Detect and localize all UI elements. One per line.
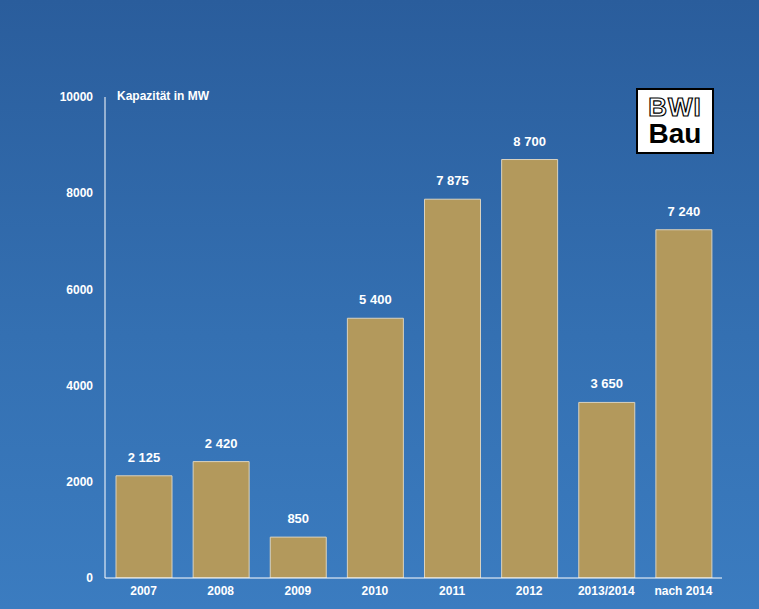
svg-text:2007: 2007 bbox=[130, 584, 157, 598]
svg-text:2012: 2012 bbox=[516, 584, 543, 598]
svg-text:nach 2014: nach 2014 bbox=[654, 584, 712, 598]
svg-text:7 240: 7 240 bbox=[668, 204, 701, 219]
svg-text:850: 850 bbox=[287, 511, 309, 526]
html-text:Bau: Bau bbox=[648, 118, 702, 149]
html-text:BWI: BWI bbox=[648, 92, 702, 122]
svg-text:10000: 10000 bbox=[60, 90, 94, 104]
svg-text:7 875: 7 875 bbox=[436, 173, 469, 188]
svg-text:2013/2014: 2013/2014 bbox=[578, 584, 635, 598]
svg-text:2 125: 2 125 bbox=[128, 450, 161, 465]
svg-text:5 400: 5 400 bbox=[359, 292, 392, 307]
svg-text:3 650: 3 650 bbox=[590, 376, 623, 391]
svg-text:6000: 6000 bbox=[66, 283, 93, 297]
html-text:Kapazität in MW: Kapazität in MW bbox=[117, 89, 209, 103]
svg-text:2 420: 2 420 bbox=[205, 436, 238, 451]
svg-text:8 700: 8 700 bbox=[513, 134, 546, 149]
svg-text:2010: 2010 bbox=[362, 584, 389, 598]
svg-text:4000: 4000 bbox=[66, 379, 93, 393]
svg-text:2000: 2000 bbox=[66, 475, 93, 489]
svg-text:2011: 2011 bbox=[439, 584, 465, 598]
svg-text:8000: 8000 bbox=[66, 186, 93, 200]
svg-text:0: 0 bbox=[86, 571, 93, 585]
svg-text:2008: 2008 bbox=[207, 584, 234, 598]
svg-text:2009: 2009 bbox=[284, 584, 311, 598]
